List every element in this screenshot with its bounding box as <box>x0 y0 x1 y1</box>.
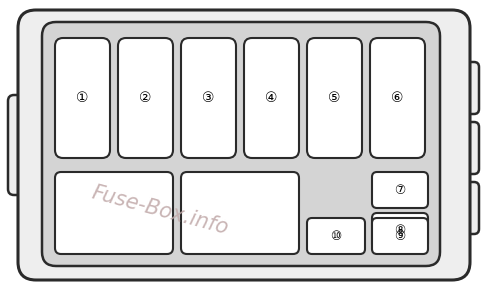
FancyBboxPatch shape <box>307 38 362 158</box>
FancyBboxPatch shape <box>449 122 479 174</box>
Text: ⑤: ⑤ <box>328 91 341 105</box>
Text: ②: ② <box>139 91 152 105</box>
FancyBboxPatch shape <box>181 172 299 254</box>
Text: ④: ④ <box>265 91 278 105</box>
FancyBboxPatch shape <box>372 213 428 249</box>
FancyBboxPatch shape <box>181 38 236 158</box>
FancyBboxPatch shape <box>118 38 173 158</box>
Text: ⑧: ⑧ <box>394 224 406 238</box>
FancyBboxPatch shape <box>449 62 479 114</box>
Text: ①: ① <box>76 91 89 105</box>
FancyBboxPatch shape <box>55 38 110 158</box>
FancyBboxPatch shape <box>370 38 425 158</box>
FancyBboxPatch shape <box>449 182 479 234</box>
FancyBboxPatch shape <box>372 218 428 254</box>
Text: ⑩: ⑩ <box>330 229 342 243</box>
FancyBboxPatch shape <box>372 172 428 208</box>
FancyBboxPatch shape <box>307 218 365 254</box>
FancyBboxPatch shape <box>42 22 440 266</box>
FancyBboxPatch shape <box>8 95 42 195</box>
Text: ③: ③ <box>202 91 215 105</box>
FancyBboxPatch shape <box>18 10 470 280</box>
Text: Fuse-Box.info: Fuse-Box.info <box>89 182 231 238</box>
Text: ⑦: ⑦ <box>394 183 406 197</box>
FancyBboxPatch shape <box>55 172 173 254</box>
Text: ⑨: ⑨ <box>394 229 406 243</box>
FancyBboxPatch shape <box>244 38 299 158</box>
Text: ⑥: ⑥ <box>391 91 404 105</box>
